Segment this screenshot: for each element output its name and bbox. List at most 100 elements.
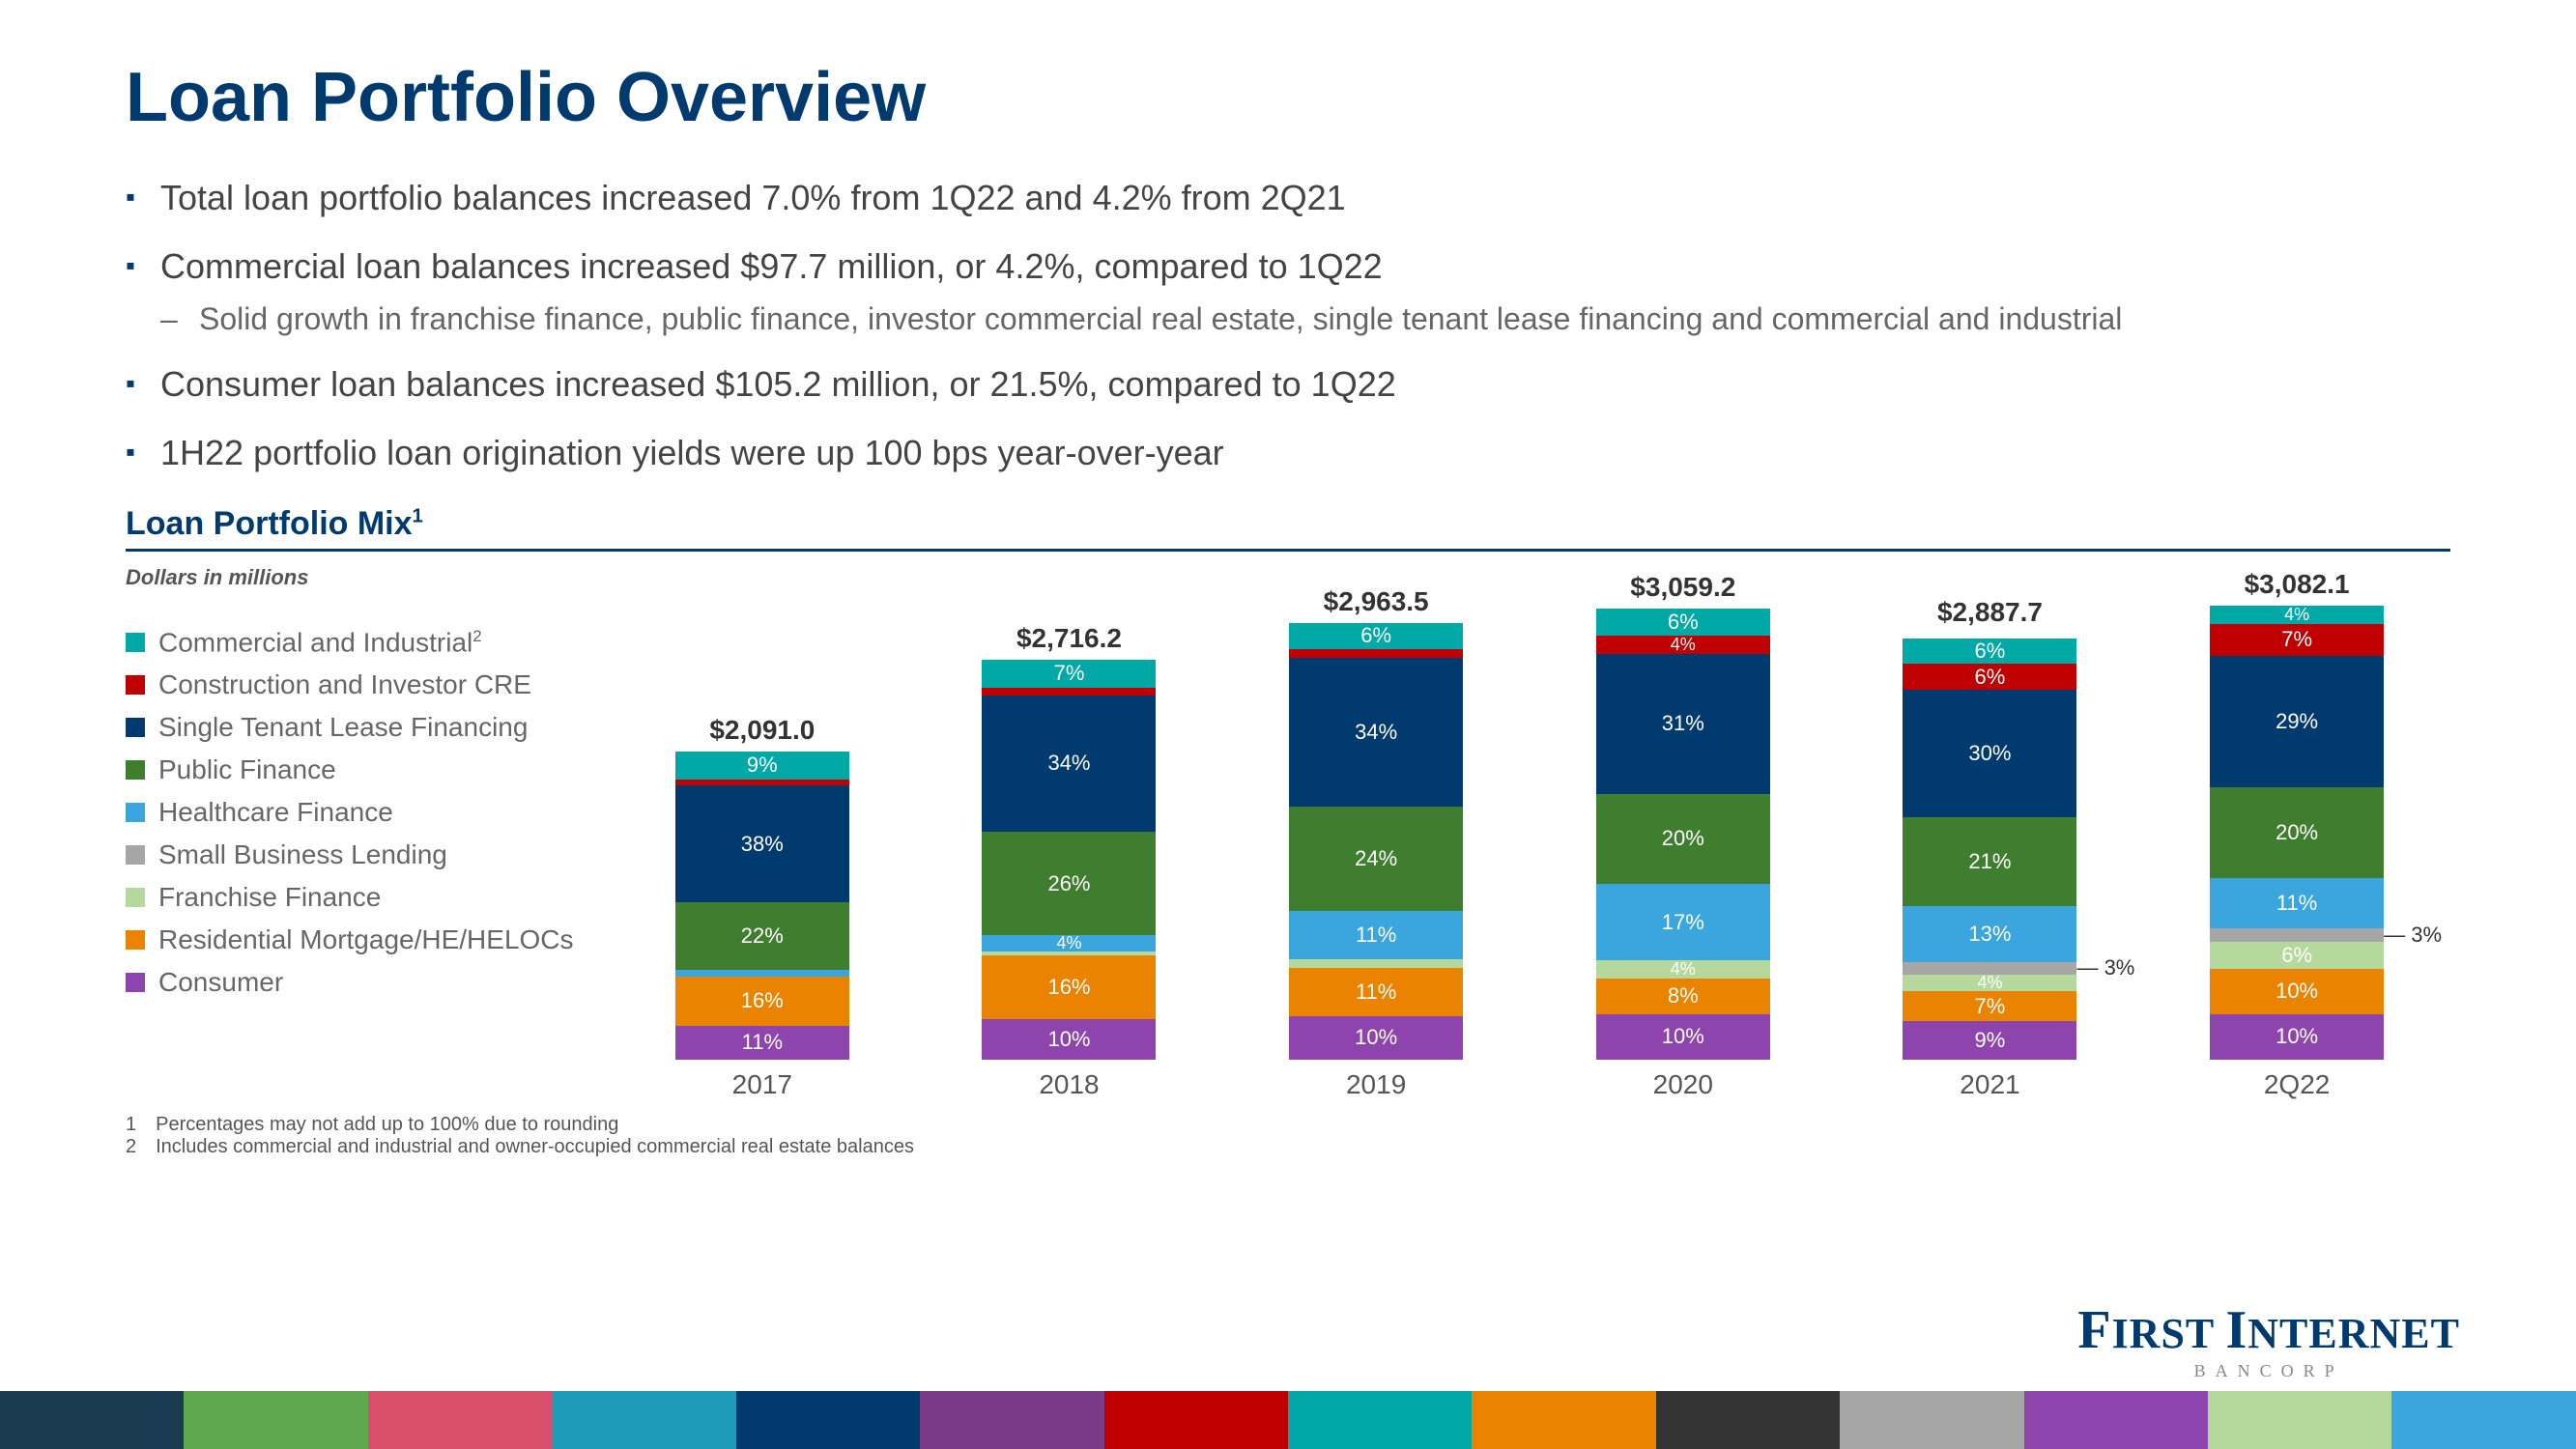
bar-x-label: 2021 (1960, 1069, 2019, 1100)
bar-segment: 10% (2210, 1014, 2384, 1060)
bar-segment: 20% (2210, 787, 2384, 878)
bar-segment: 26% (982, 832, 1156, 936)
bar-segment (982, 688, 1156, 696)
bar-total-label: $2,091.0 (709, 715, 815, 746)
bar-segment: 13% (1903, 906, 2076, 961)
bar-x-label: 2019 (1346, 1069, 1406, 1100)
legend-item: Public Finance (126, 754, 589, 785)
bar-segment: 9% (1903, 1021, 2076, 1060)
legend-item: Construction and Investor CRE (126, 669, 589, 700)
stacked-bar-chart: $2,091.011%16%22%38%9%2017$2,716.210%16%… (609, 598, 2450, 1100)
bar-segment: 11% (1289, 968, 1463, 1016)
bar-segment: — 3% (2210, 928, 2384, 942)
company-logo: FIRST INTERNET BANCORP (2077, 1299, 2460, 1381)
bar-group: $2,716.2 10%16% 4%26%34% 7% 2018 (982, 623, 1156, 1100)
bar-segment: 29% (2210, 656, 2384, 787)
bar-segment: 6% (1289, 623, 1463, 649)
bar-segment: 34% (1289, 658, 1463, 807)
sub-bullet-item: Solid growth in franchise finance, publi… (160, 299, 2450, 340)
bullet-list: Total loan portfolio balances increased … (126, 176, 2450, 476)
bar-segment: 7% (982, 660, 1156, 688)
legend-swatch (126, 845, 145, 865)
chart-legend: Commercial and Industrial2 Construction a… (126, 598, 589, 1100)
bar-segment: 31% (1596, 654, 1770, 794)
footnote: 2Includes commercial and industrial and … (126, 1136, 2450, 1158)
bar-group: $2,887.79%7%4% — 3%13%21%30%6%6%2021 (1903, 597, 2076, 1099)
bar-group: $2,963.510%11%11%24%34%6%2019 (1289, 586, 1463, 1100)
bullet-item: Commercial loan balances increased $97.7… (126, 244, 2450, 339)
bar-segment: 20% (1596, 794, 1770, 884)
footnotes: 1Percentages may not add up to 100% due … (126, 1114, 2450, 1158)
footnote: 1Percentages may not add up to 100% due … (126, 1114, 2450, 1136)
bar-segment: 4% (2210, 606, 2384, 624)
bar-group: $3,082.110%10%6% — 3%11%20%29%7%4%2Q22 (2210, 569, 2384, 1100)
legend-item: Single Tenant Lease Financing (126, 712, 589, 743)
chart-subtitle: Dollars in millions (126, 565, 2450, 590)
legend-swatch (126, 760, 145, 780)
bar-segment: 38% (675, 785, 849, 902)
bar-segment: 24% (1289, 807, 1463, 911)
bar-x-label: 2018 (1039, 1069, 1099, 1100)
legend-swatch (126, 930, 145, 950)
bar-total-label: $3,059.2 (1630, 572, 1735, 603)
bar-group: $2,091.0 11%16% 22%38% 9% 2017 (675, 715, 849, 1100)
decorative-band (0, 1391, 2576, 1449)
bar-segment: 10% (982, 1019, 1156, 1059)
bar-total-label: $3,082.1 (2245, 569, 2350, 600)
legend-swatch (126, 718, 145, 737)
bar-segment: 16% (982, 955, 1156, 1019)
bar-segment (1289, 959, 1463, 968)
bar-segment: 4% (1596, 960, 1770, 979)
bar-segment: 10% (1289, 1016, 1463, 1060)
bar-segment: 6% (2210, 942, 2384, 969)
bullet-item: Total loan portfolio balances increased … (126, 176, 2450, 221)
bar-segment: 6% (1903, 664, 2076, 689)
bar-x-label: 2020 (1653, 1069, 1713, 1100)
bar-segment: 8% (1596, 979, 1770, 1014)
legend-item: Franchise Finance (126, 882, 589, 913)
bar-x-label: 2Q22 (2264, 1069, 2331, 1100)
legend-swatch (126, 888, 145, 907)
bar-segment: 4% (1903, 975, 2076, 992)
bar-segment (1289, 649, 1463, 658)
bar-group: $3,059.210%8%4%17%20%31%4%6%2020 (1596, 572, 1770, 1100)
bar-total-label: $2,887.7 (1937, 597, 2043, 628)
bar-segment: 34% (982, 696, 1156, 832)
legend-item: Consumer (126, 967, 589, 998)
bullet-item: 1H22 portfolio loan origination yields w… (126, 431, 2450, 476)
bar-segment (675, 780, 849, 785)
bar-segment: 6% (1903, 639, 2076, 664)
bar-segment: 4% (1596, 636, 1770, 654)
bar-segment: 30% (1903, 690, 2076, 817)
bar-segment: 11% (2210, 878, 2384, 928)
bar-segment: 6% (1596, 609, 1770, 636)
bar-total-label: $2,963.5 (1324, 586, 1429, 617)
bar-segment: 11% (1289, 911, 1463, 959)
legend-swatch (126, 973, 145, 992)
bar-segment: 7% (1903, 991, 2076, 1021)
bar-segment: 4% (982, 935, 1156, 952)
bar-total-label: $2,716.2 (1016, 623, 1122, 654)
legend-item: Small Business Lending (126, 839, 589, 870)
bar-segment: 9% (675, 752, 849, 780)
bar-segment (675, 970, 849, 976)
bar-x-label: 2017 (732, 1069, 792, 1100)
bar-segment: 22% (675, 902, 849, 970)
bar-segment: 21% (1903, 817, 2076, 906)
legend-item: Residential Mortgage/HE/HELOCs (126, 924, 589, 955)
bar-segment: 10% (1596, 1014, 1770, 1060)
bar-segment: 7% (2210, 624, 2384, 656)
bar-segment: — 3% (1903, 962, 2076, 975)
legend-swatch (126, 675, 145, 695)
legend-item: Commercial and Industrial2 (126, 627, 589, 658)
bar-segment: 10% (2210, 969, 2384, 1014)
legend-swatch (126, 633, 145, 652)
bullet-item: Consumer loan balances increased $105.2 … (126, 362, 2450, 408)
bar-segment: 17% (1596, 884, 1770, 960)
legend-swatch (126, 803, 145, 822)
chart-title: Loan Portfolio Mix1 (126, 505, 2450, 552)
page-title: Loan Portfolio Overview (126, 58, 2450, 137)
bar-segment: 16% (675, 977, 849, 1026)
legend-item: Healthcare Finance (126, 797, 589, 828)
bar-segment: 11% (675, 1026, 849, 1060)
